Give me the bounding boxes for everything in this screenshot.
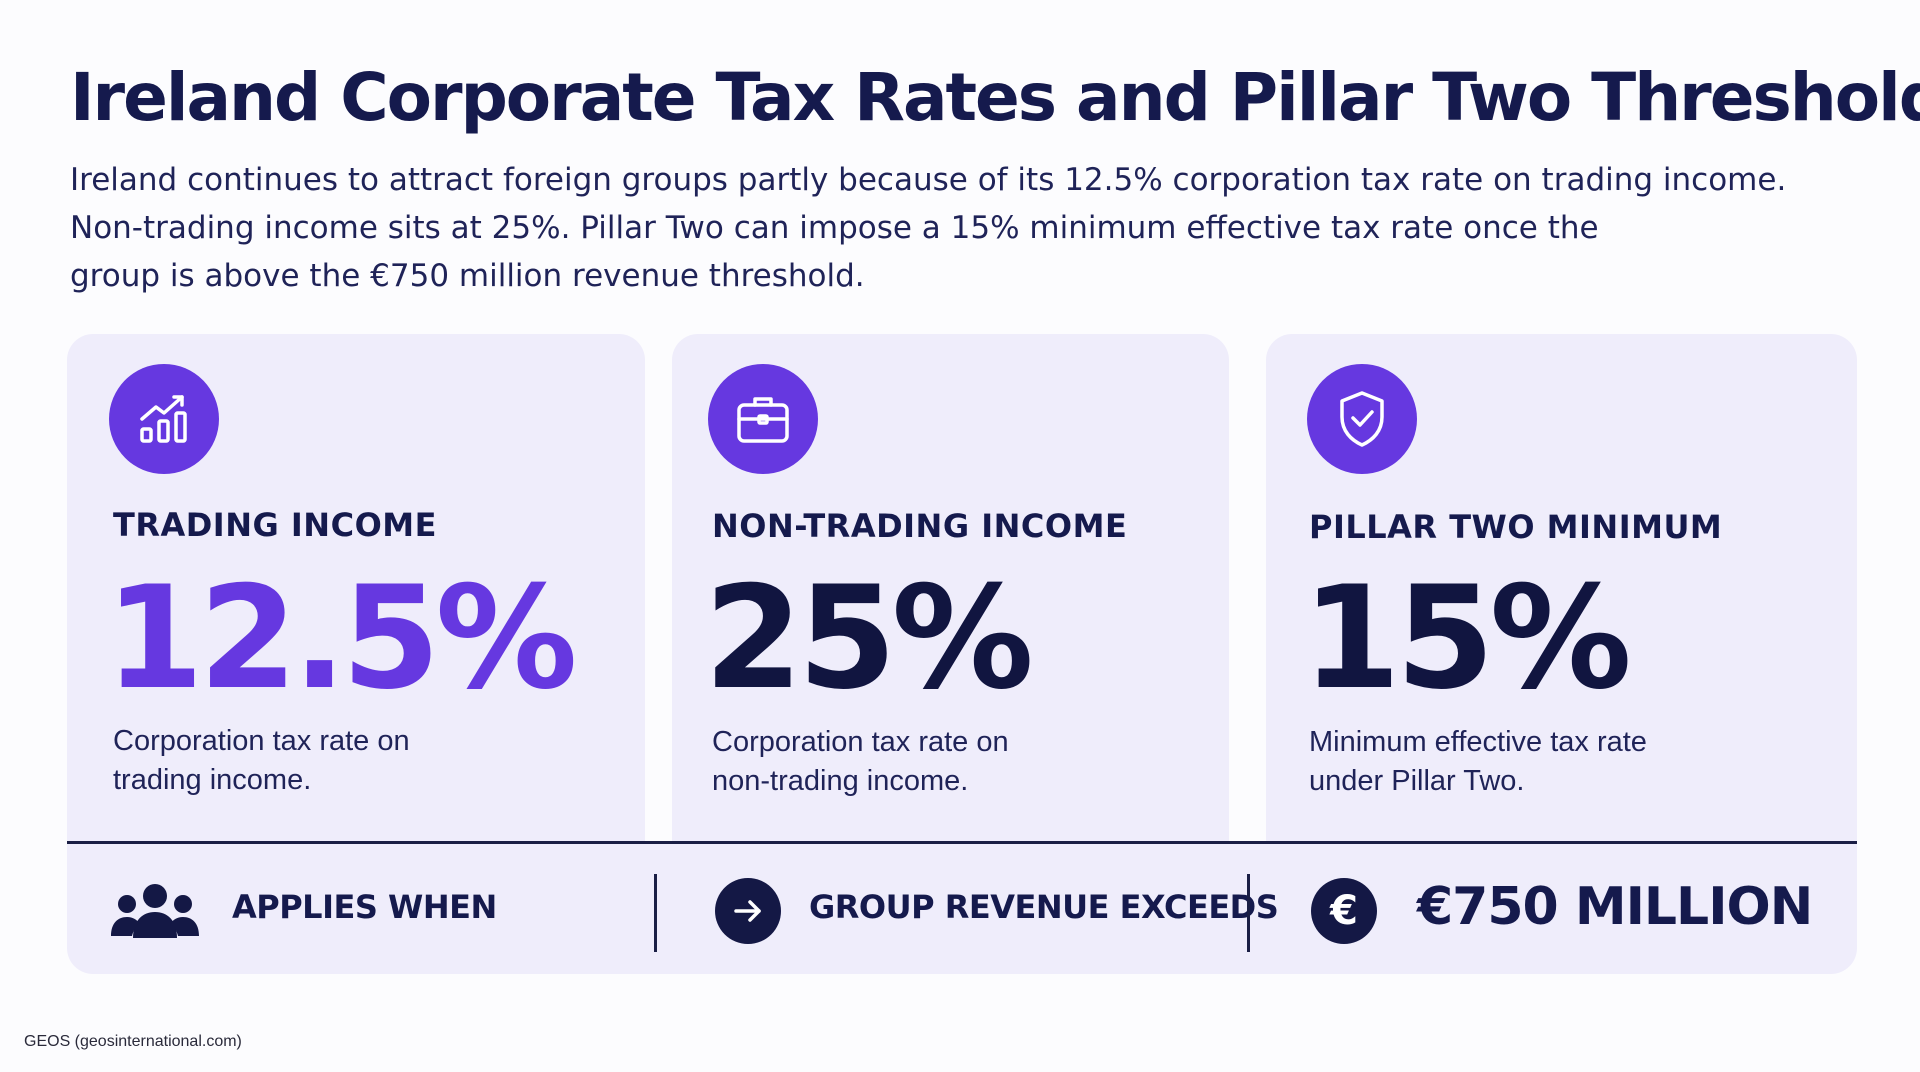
revenue-threshold-value: €750 MILLION	[1417, 877, 1813, 937]
card-description-line: Minimum effective tax rate	[1309, 726, 1647, 758]
intro-line: Ireland continues to attract foreign gro…	[70, 162, 1787, 198]
non-trading-income-card: NON-TRADING INCOME 25% Corporation tax r…	[672, 334, 1229, 844]
card-description-line: trading income.	[113, 764, 312, 796]
briefcase-icon	[708, 364, 818, 474]
card-rate-value: 15%	[1302, 556, 1632, 721]
bar-separator	[654, 874, 657, 952]
arrow-right-icon	[715, 878, 781, 944]
tax-rates-panel: TRADING INCOME 12.5% Corporation tax rat…	[67, 334, 1857, 974]
intro-paragraph: Ireland continues to attract foreign gro…	[70, 156, 1787, 300]
card-description: Minimum effective tax rate under Pillar …	[1309, 723, 1729, 801]
card-description: Corporation tax rate on trading income.	[113, 722, 533, 800]
card-rate-value: 12.5%	[105, 556, 578, 721]
page-title: Ireland Corporate Tax Rates and Pillar T…	[70, 59, 1920, 136]
source-credit: GEOS (geosinternational.com)	[24, 1033, 242, 1050]
shield-check-icon	[1307, 364, 1417, 474]
card-description: Corporation tax rate on non-trading inco…	[712, 723, 1132, 801]
card-label: PILLAR TWO MINIMUM	[1309, 508, 1723, 546]
applies-when-label: APPLIES WHEN	[232, 888, 497, 926]
intro-line: Non-trading income sits at 25%. Pillar T…	[70, 210, 1599, 246]
card-description-line: Corporation tax rate on	[712, 726, 1009, 758]
card-description-line: Corporation tax rate on	[113, 725, 410, 757]
group-revenue-exceeds-label: GROUP REVENUE EXCEEDS	[809, 888, 1279, 926]
euro-icon: €	[1311, 878, 1377, 944]
bar-chart-growth-icon	[109, 364, 219, 474]
card-label: TRADING INCOME	[113, 506, 437, 544]
intro-line: group is above the €750 million revenue …	[70, 258, 865, 294]
card-description-line: under Pillar Two.	[1309, 765, 1525, 797]
threshold-bar: APPLIES WHEN GROUP REVENUE EXCEEDS € €75…	[67, 844, 1857, 974]
pillar-two-minimum-card: PILLAR TWO MINIMUM 15% Minimum effective…	[1266, 334, 1857, 844]
trading-income-card: TRADING INCOME 12.5% Corporation tax rat…	[67, 334, 645, 844]
card-description-line: non-trading income.	[712, 765, 969, 797]
card-rate-value: 25%	[704, 556, 1034, 721]
section-divider	[67, 841, 1857, 844]
people-group-icon	[111, 884, 199, 938]
card-label: NON-TRADING INCOME	[712, 507, 1128, 545]
bar-separator	[1247, 874, 1250, 952]
